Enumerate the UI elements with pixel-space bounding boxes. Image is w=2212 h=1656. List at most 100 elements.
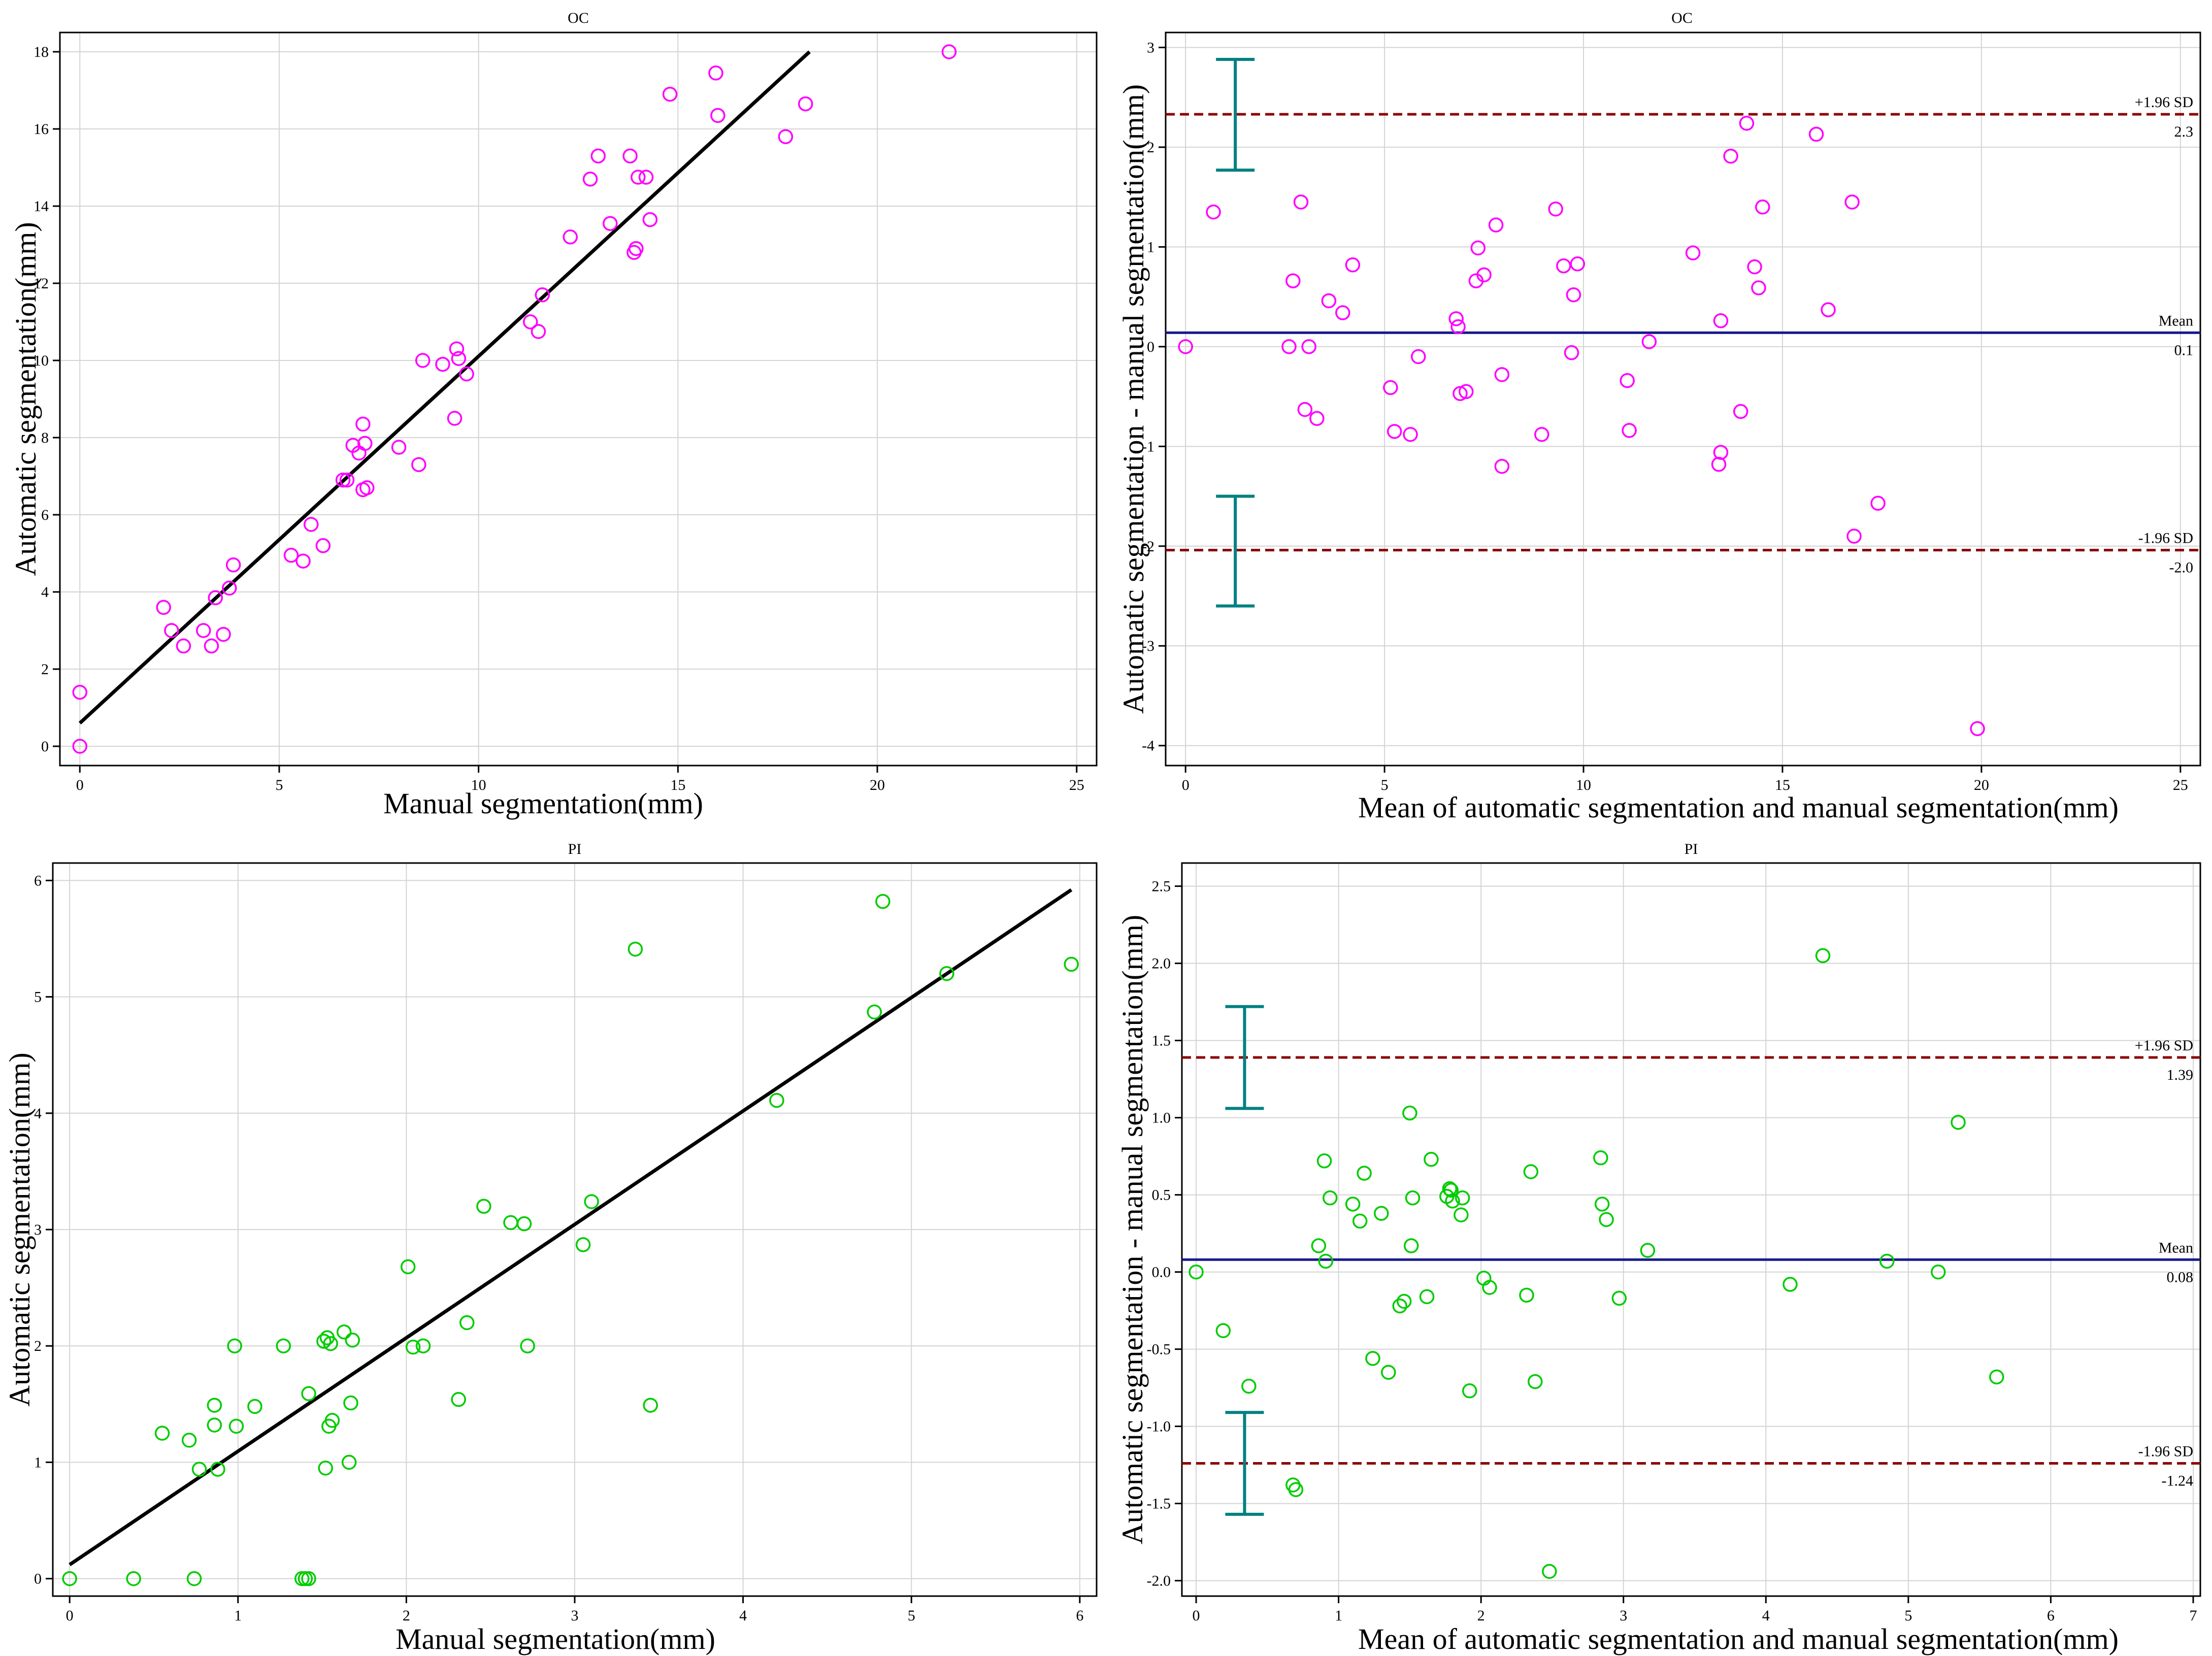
pi-scatter-data-point xyxy=(318,1461,333,1476)
pi-ba-y-tick-label: -1.5 xyxy=(1147,1496,1171,1512)
oc-scatter-y-tick-label: 2 xyxy=(41,661,49,678)
oc-ba-data-point xyxy=(1309,411,1325,426)
pi-scatter-data-point xyxy=(520,1338,535,1353)
oc-ba-data-point xyxy=(1321,293,1337,309)
oc-ba-data-point xyxy=(1293,194,1309,210)
oc-ba-data-point xyxy=(1335,305,1350,320)
pi-scatter-data-point xyxy=(875,893,890,909)
oc-scatter-data-point xyxy=(459,366,474,382)
pi-ba-x-tick-label: 2 xyxy=(1477,1607,1485,1624)
pi-ba-data-point xyxy=(1381,1365,1396,1380)
oc-ba-x-tick-label: 15 xyxy=(1775,777,1790,793)
oc-ba-data-point xyxy=(1450,319,1466,335)
pi-ba-y-tick-label: 0.5 xyxy=(1152,1187,1171,1204)
oc-ba-data-point xyxy=(1844,194,1860,210)
pi-scatter-x-tick-label: 6 xyxy=(1076,1607,1083,1624)
pi-scatter-y-tick-label: 0 xyxy=(34,1571,42,1587)
pi-ba-marks: Mean 0.08 +1.96 SD 1.39 -1.96 SD -1.24 xyxy=(1182,948,2200,1579)
pi-scatter-data-point xyxy=(343,1395,358,1411)
oc-scatter-data-point xyxy=(195,623,211,638)
pi-ba-x-tick-label: 4 xyxy=(1762,1607,1770,1624)
pi-scatter-data-point xyxy=(341,1454,357,1470)
pi-scatter-grid: 0 1 2 3 4 5 6 0 1 2 3 4 5 6 xyxy=(34,863,1097,1624)
oc-ba-data-point xyxy=(1713,313,1729,328)
pi-scatter-marks xyxy=(62,888,1079,1586)
oc-ba-data-point xyxy=(1570,256,1586,272)
oc-ba-data-point xyxy=(1620,373,1635,388)
pi-scatter-data-point xyxy=(628,941,643,957)
pi-ba-data-point xyxy=(1454,1207,1469,1222)
oc-scatter-data-point xyxy=(451,351,467,366)
oc-scatter-data-point xyxy=(283,548,299,563)
pi-scatter-data-point xyxy=(247,1399,262,1414)
pi-scatter-data-point xyxy=(126,1571,141,1586)
pi-scatter-data-point xyxy=(405,1339,421,1355)
oc-scatter-data-point xyxy=(523,314,538,329)
pi-ba-data-point xyxy=(1640,1243,1656,1258)
oc-scatter-x-tick-label: 0 xyxy=(76,777,84,793)
oc-scatter-data-point xyxy=(72,684,88,700)
oc-scatter-y-tick-label: 12 xyxy=(34,275,49,292)
pi-scatter-x-tick-label: 1 xyxy=(234,1607,242,1624)
oc-ba-grid: 0 5 10 15 20 25 -4 -3 -2 -1 0 1 2 3 xyxy=(1142,32,2200,793)
pi-ba-x-tick-label: 7 xyxy=(2189,1607,2197,1624)
pi-ba-data-point xyxy=(1311,1238,1327,1253)
pi-scatter-data-point xyxy=(181,1433,197,1448)
oc-scatter-data-point xyxy=(357,436,373,451)
oc-scatter-data-point xyxy=(447,411,463,426)
oc-scatter-data-point xyxy=(778,129,794,144)
pi-ba-data-point xyxy=(1365,1351,1380,1366)
pi-scatter-data-point xyxy=(227,1338,242,1353)
oc-ba-data-point xyxy=(1410,349,1426,365)
oc-scatter-data-point xyxy=(590,148,606,163)
pi-scatter-data-point xyxy=(643,1398,658,1413)
pi-ba-x-tick-label: 0 xyxy=(1193,1607,1200,1624)
oc-bland-altman-panel: 0 5 10 15 20 25 -4 -3 -2 -1 0 1 2 3 OC Mean 0.1 +1.96 S… xyxy=(1117,10,2201,824)
oc-ba-data-point xyxy=(1206,204,1221,220)
oc-scatter-x-tick-label: 5 xyxy=(275,777,283,793)
pi-ba-data-point xyxy=(1989,1369,2004,1385)
pi-ba-data-point xyxy=(1519,1287,1534,1303)
pi-ba-data-point xyxy=(1931,1264,1946,1280)
pi-ba-upper-loa-value: 1.39 xyxy=(2167,1067,2194,1083)
pi-scatter-data-point xyxy=(867,1004,882,1020)
oc-ba-data-point xyxy=(1733,404,1748,419)
pi-scatter-title: PI xyxy=(568,841,582,857)
pi-ba-y-tick-label: 0.0 xyxy=(1152,1264,1171,1281)
oc-scatter-y-axis-label: Automatic segmentation(mm) xyxy=(9,222,42,576)
pi-ba-data-point xyxy=(1528,1374,1543,1389)
pi-ba-data-point xyxy=(1215,1323,1231,1338)
pi-ba-data-point xyxy=(1188,1264,1204,1280)
oc-scatter-data-point xyxy=(798,96,813,112)
oc-ba-x-axis-label: Mean of automatic segmentation and manua… xyxy=(1358,791,2119,824)
oc-scatter-y-tick-label: 14 xyxy=(34,198,49,215)
pi-scatter-data-point xyxy=(207,1398,222,1413)
oc-scatter-y-tick-label: 10 xyxy=(34,352,49,369)
pi-ba-data-point xyxy=(1402,1105,1417,1121)
oc-ba-data-point xyxy=(1808,126,1824,142)
pi-scatter-data-point xyxy=(210,1462,225,1477)
oc-scatter-data-point xyxy=(391,440,407,455)
oc-ba-data-point xyxy=(1386,424,1402,439)
pi-ba-data-point xyxy=(1241,1378,1257,1394)
pi-scatter-data-point xyxy=(516,1216,532,1232)
oc-scatter-x-tick-label: 20 xyxy=(870,777,885,793)
pi-scatter-regression-line xyxy=(69,888,1073,1567)
pi-ba-y-tick-label: 1.5 xyxy=(1152,1033,1171,1049)
oc-scatter-x-tick-label: 15 xyxy=(670,777,685,793)
pi-ba-upper-loa-label: +1.96 SD xyxy=(2135,1037,2193,1054)
pi-ba-title: PI xyxy=(1685,841,1698,857)
pi-scatter-data-point xyxy=(769,1092,784,1108)
pi-ba-y-tick-label: -2.0 xyxy=(1147,1573,1171,1589)
oc-ba-data-point xyxy=(1494,458,1510,474)
oc-ba-data-point xyxy=(1870,495,1886,511)
pi-ba-data-point xyxy=(1462,1383,1477,1399)
pi-ba-mean-label: Mean xyxy=(2159,1239,2193,1256)
pi-ba-data-point xyxy=(1594,1197,1610,1212)
oc-ba-data-point xyxy=(1383,380,1398,395)
oc-ba-data-point xyxy=(1297,402,1313,417)
oc-scatter-data-point xyxy=(208,590,223,606)
pi-scatter-x-tick-label: 3 xyxy=(571,1607,579,1624)
oc-scatter-data-point xyxy=(156,600,171,615)
pi-ba-data-point xyxy=(1599,1212,1614,1227)
